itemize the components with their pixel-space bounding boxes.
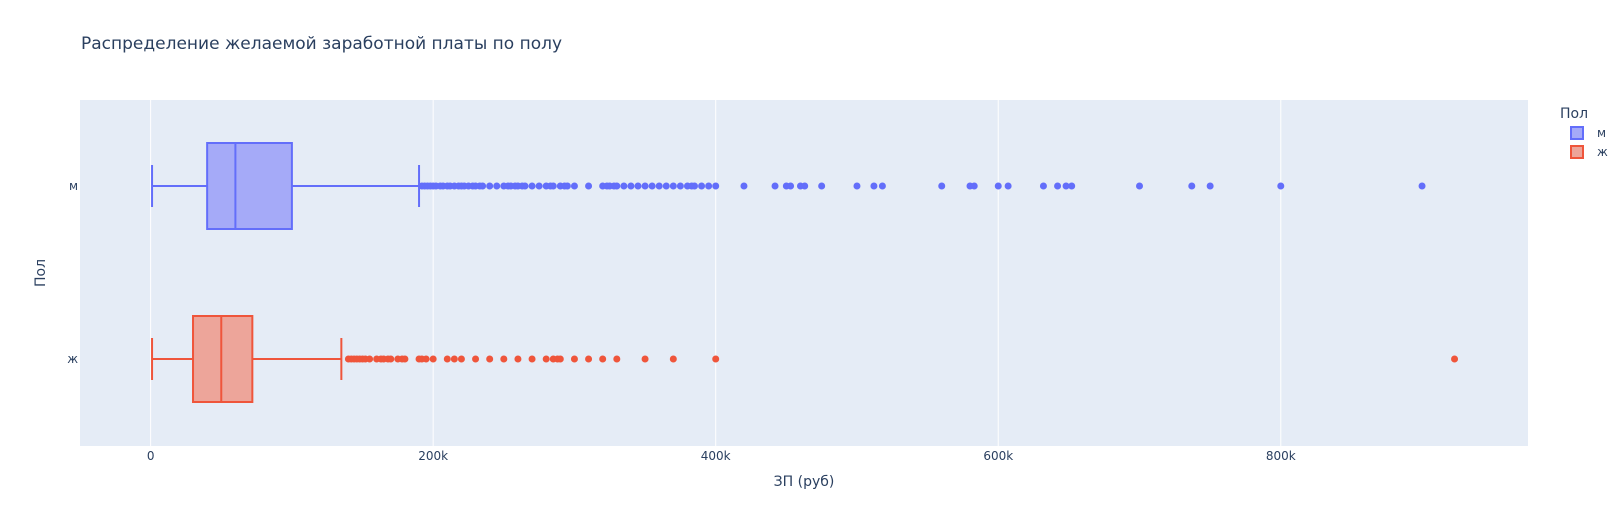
outlier-point (970, 182, 978, 190)
box-series (151, 142, 421, 403)
legend: Пол мж (1560, 106, 1608, 159)
outlier-point (549, 182, 557, 190)
outlier-point (662, 182, 670, 190)
outlier-point (1418, 182, 1426, 190)
outlier-point (1054, 182, 1062, 190)
outlier-point (387, 355, 395, 363)
outlier-point (853, 182, 861, 190)
outlier-point (401, 355, 409, 363)
outlier-point (1004, 182, 1012, 190)
outlier-point (613, 182, 621, 190)
outlier-point (938, 182, 946, 190)
x-axis-title: ЗП (руб) (774, 474, 835, 490)
outlier-point (648, 182, 656, 190)
outlier-point (994, 182, 1002, 190)
outlier-point (1039, 182, 1047, 190)
x-tick-label: 800k (1266, 449, 1296, 463)
outlier-point (1188, 182, 1196, 190)
x-tick-label: 400k (701, 449, 731, 463)
outlier-point (620, 182, 628, 190)
outlier-point (366, 355, 374, 363)
outlier-point (599, 355, 607, 363)
outlier-point (585, 355, 593, 363)
outlier-point (1277, 182, 1285, 190)
x-tick-label: 200k (418, 449, 448, 463)
iqr-box (206, 142, 293, 230)
outlier-point (613, 355, 621, 363)
iqr-box (192, 315, 254, 403)
outlier-point (1451, 355, 1459, 363)
outlier-point (570, 355, 578, 363)
x-tick-label: 0 (147, 449, 155, 463)
legend-label-м: м (1597, 126, 1606, 140)
outlier-point (1206, 182, 1214, 190)
y-tick-label: м (69, 179, 78, 193)
outlier-point (457, 355, 465, 363)
outlier-point (450, 355, 458, 363)
outlier-point (443, 355, 451, 363)
outlier-point (669, 182, 677, 190)
outlier-point (641, 355, 649, 363)
y-tick-label: ж (67, 352, 78, 366)
gridlines (150, 100, 1282, 446)
outlier-point (429, 355, 437, 363)
outlier-point (556, 355, 564, 363)
outlier-point (570, 182, 578, 190)
outlier-point (698, 182, 706, 190)
box-м (151, 142, 421, 230)
outlier-point (521, 182, 529, 190)
outlier-point (634, 182, 642, 190)
outlier-point (528, 182, 536, 190)
outlier-point (563, 182, 571, 190)
box-ж (151, 315, 343, 403)
y-axis-title: Пол (33, 259, 49, 287)
y-axis-ticks: мж (67, 179, 78, 366)
outlier-point (669, 355, 677, 363)
chart-title: Распределение желаемой заработной платы … (81, 34, 563, 54)
outlier-point (878, 182, 886, 190)
legend-title: Пол (1560, 106, 1588, 122)
outlier-point (422, 355, 430, 363)
x-axis-ticks: 0 200k 400k 600k 800k (147, 449, 1296, 463)
outlier-point (676, 182, 684, 190)
outlier-point (528, 355, 536, 363)
outlier-point (585, 182, 593, 190)
outlier-point (691, 182, 699, 190)
outlier-point (818, 182, 826, 190)
outlier-point (514, 355, 522, 363)
outlier-point (712, 182, 720, 190)
outlier-point (655, 182, 663, 190)
outlier-point (500, 355, 508, 363)
outlier-point (771, 182, 779, 190)
outlier-point (627, 182, 635, 190)
outlier-point (787, 182, 795, 190)
plot-area (80, 100, 1528, 446)
legend-swatch-м (1570, 126, 1584, 140)
outlier-point (493, 182, 501, 190)
outlier-point (801, 182, 809, 190)
legend-label-ж: ж (1597, 145, 1608, 159)
outlier-point (1062, 182, 1070, 190)
outlier-points (344, 182, 1459, 363)
outlier-point (542, 355, 550, 363)
outlier-point (870, 182, 878, 190)
x-tick-label: 600k (983, 449, 1013, 463)
outlier-point (712, 355, 720, 363)
outlier-point (486, 355, 494, 363)
outlier-point (1136, 182, 1144, 190)
outlier-point (472, 355, 480, 363)
outlier-point (1068, 182, 1076, 190)
outlier-point (705, 182, 713, 190)
outlier-point (479, 182, 487, 190)
outlier-point (535, 182, 543, 190)
outlier-point (641, 182, 649, 190)
outlier-point (486, 182, 494, 190)
legend-swatch-ж (1570, 145, 1584, 159)
outlier-point (740, 182, 748, 190)
